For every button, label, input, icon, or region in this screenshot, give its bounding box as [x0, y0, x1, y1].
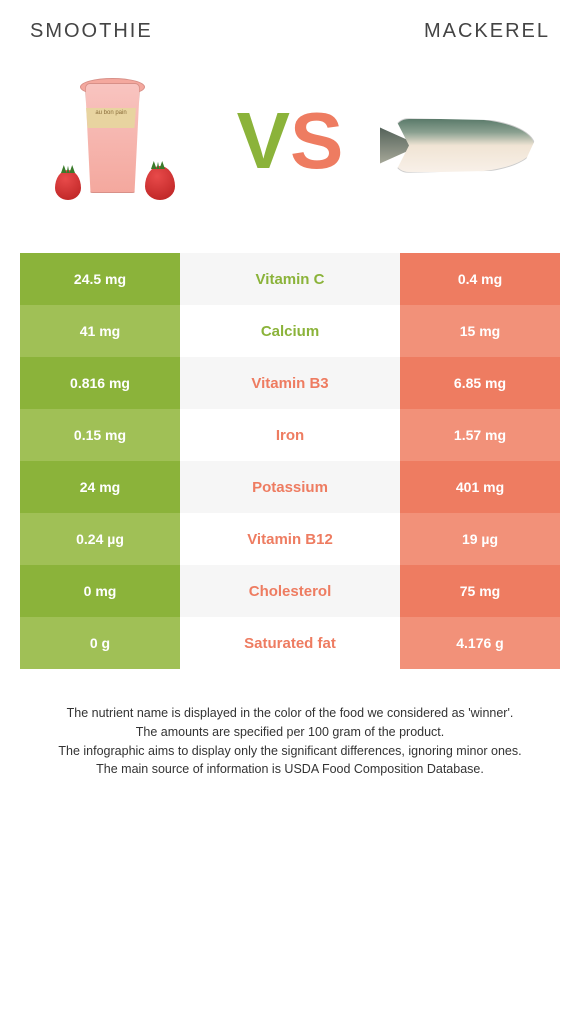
- nutrient-label-cell: Cholesterol: [180, 565, 400, 617]
- table-row: 0.15 mgIron1.57 mg: [20, 409, 560, 461]
- table-row: 24 mgPotassium401 mg: [20, 461, 560, 513]
- right-value-cell: 19 µg: [400, 513, 560, 565]
- right-product-title: Mackerel: [424, 20, 550, 43]
- left-value-cell: 24.5 mg: [20, 253, 180, 305]
- left-value-cell: 0 g: [20, 617, 180, 669]
- vs-v-letter: V: [237, 95, 290, 187]
- left-value-cell: 0.816 mg: [20, 357, 180, 409]
- right-value-cell: 15 mg: [400, 305, 560, 357]
- vs-label: VS: [237, 97, 344, 189]
- left-value-cell: 24 mg: [20, 461, 180, 513]
- nutrient-label-cell: Calcium: [180, 305, 400, 357]
- mackerel-icon: [385, 98, 545, 188]
- header: Smoothie Mackerel: [20, 20, 560, 43]
- nutrient-label-cell: Iron: [180, 409, 400, 461]
- right-value-cell: 1.57 mg: [400, 409, 560, 461]
- footer-notes: The nutrient name is displayed in the co…: [20, 704, 560, 779]
- table-row: 0.24 µgVitamin B1219 µg: [20, 513, 560, 565]
- vs-s-letter: S: [290, 95, 343, 187]
- nutrient-label-cell: Potassium: [180, 461, 400, 513]
- nutrient-label-cell: Vitamin B12: [180, 513, 400, 565]
- left-value-cell: 41 mg: [20, 305, 180, 357]
- nutrient-label-cell: Vitamin B3: [180, 357, 400, 409]
- nutrient-label-cell: Vitamin C: [180, 253, 400, 305]
- right-value-cell: 75 mg: [400, 565, 560, 617]
- table-row: 24.5 mgVitamin C0.4 mg: [20, 253, 560, 305]
- visual-comparison-row: au bon pain VS: [20, 63, 560, 223]
- left-value-cell: 0.15 mg: [20, 409, 180, 461]
- right-value-cell: 6.85 mg: [400, 357, 560, 409]
- footer-line-1: The nutrient name is displayed in the co…: [25, 704, 555, 723]
- footer-line-3: The infographic aims to display only the…: [25, 742, 555, 761]
- right-value-cell: 4.176 g: [400, 617, 560, 669]
- mackerel-image: [385, 73, 545, 213]
- right-value-cell: 401 mg: [400, 461, 560, 513]
- smoothie-icon: au bon pain: [45, 78, 185, 208]
- right-value-cell: 0.4 mg: [400, 253, 560, 305]
- footer-line-4: The main source of information is USDA F…: [25, 760, 555, 779]
- footer-line-2: The amounts are specified per 100 gram o…: [25, 723, 555, 742]
- table-row: 41 mgCalcium15 mg: [20, 305, 560, 357]
- table-row: 0.816 mgVitamin B36.85 mg: [20, 357, 560, 409]
- nutrient-comparison-table: 24.5 mgVitamin C0.4 mg41 mgCalcium15 mg0…: [20, 253, 560, 669]
- left-product-title: Smoothie: [30, 20, 153, 43]
- table-row: 0 gSaturated fat4.176 g: [20, 617, 560, 669]
- nutrient-label-cell: Saturated fat: [180, 617, 400, 669]
- left-value-cell: 0 mg: [20, 565, 180, 617]
- left-value-cell: 0.24 µg: [20, 513, 180, 565]
- table-row: 0 mgCholesterol75 mg: [20, 565, 560, 617]
- comparison-infographic: Smoothie Mackerel au bon pain VS 24.5 mg…: [0, 0, 580, 789]
- smoothie-image: au bon pain: [35, 73, 195, 213]
